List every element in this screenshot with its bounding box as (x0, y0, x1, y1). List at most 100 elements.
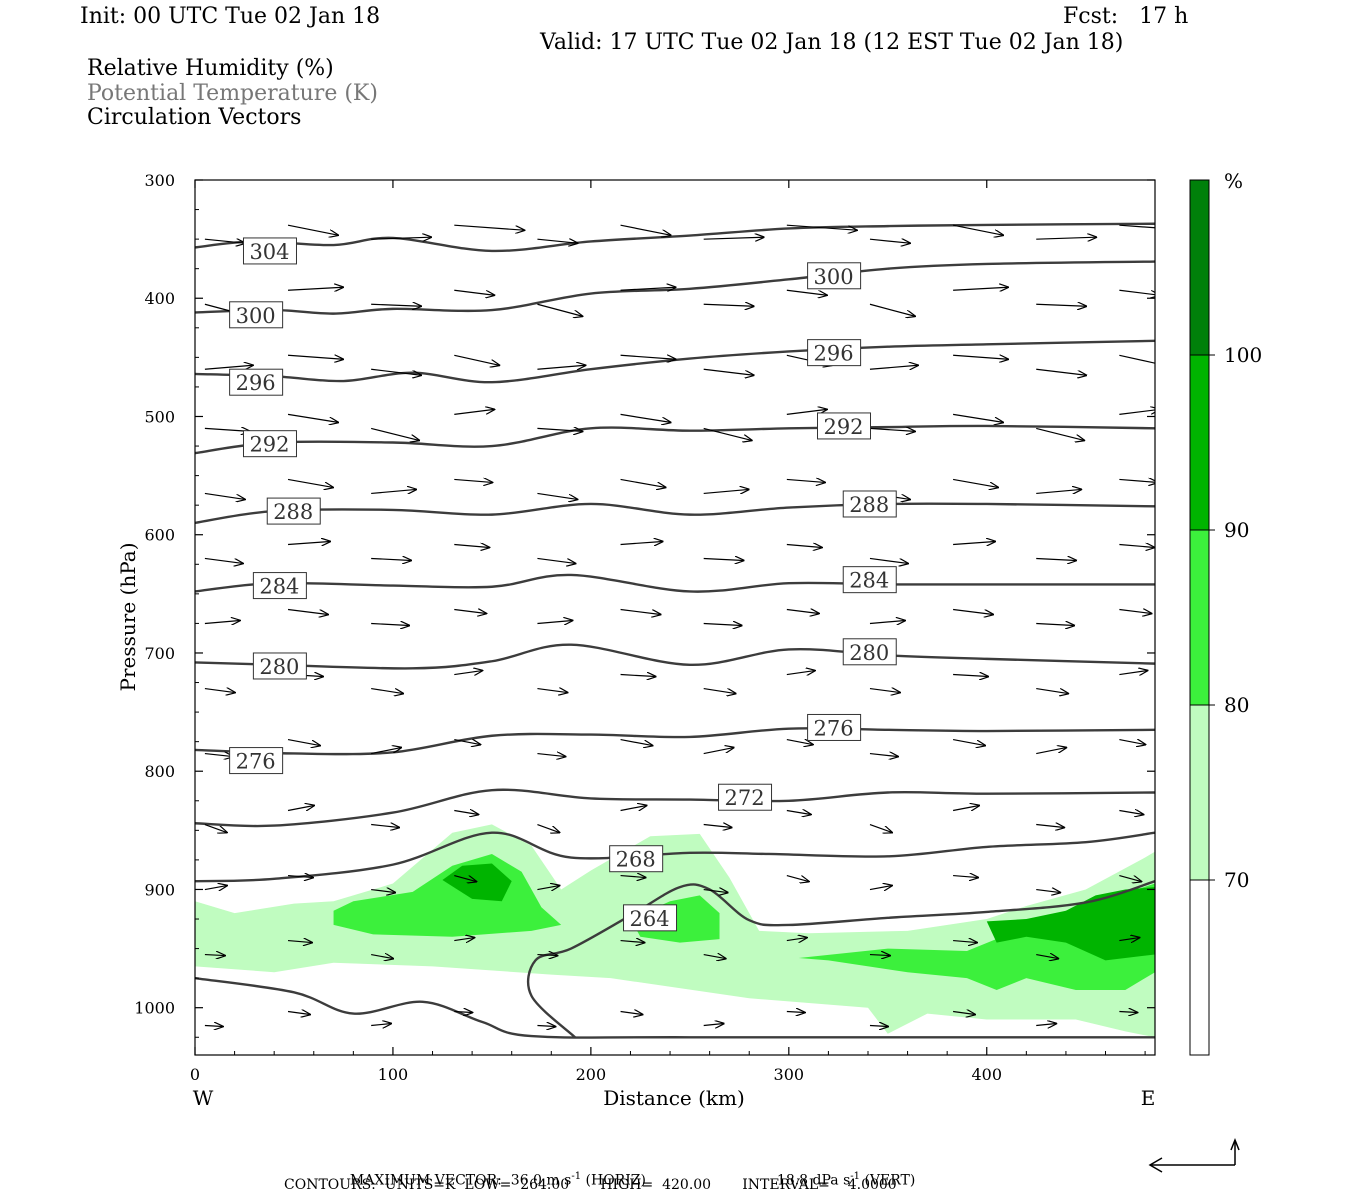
vector-arrow-39 (454, 409, 494, 415)
vector-arrow-67 (786, 544, 822, 547)
contour-label-text: 276 (814, 716, 854, 740)
init-time: Init: 00 UTC Tue 02 Jan 18 (80, 4, 381, 29)
vector-arrow-132 (204, 955, 225, 956)
vector-arrow-102 (703, 748, 734, 755)
contour-label-text: 300 (814, 265, 854, 289)
y-tick-label-400: 400 (144, 289, 175, 308)
vector-arrow-0 (204, 239, 245, 243)
vector-arrow-69 (953, 541, 995, 544)
vector-arrow-58 (1036, 489, 1081, 493)
legend-relative-humidity: Relative Humidity (%) (87, 56, 334, 81)
vector-arrow-119 (1119, 811, 1143, 815)
horiz-exponent: -1 (571, 1171, 582, 1182)
contour-label-292: 292 (242, 430, 297, 458)
vector-arrow-62 (371, 558, 411, 560)
y-tick-label-800: 800 (144, 762, 175, 781)
vector-arrow-9 (952, 224, 1003, 235)
vector-arrow-24 (204, 365, 253, 369)
legend-circulation-vectors: Circulation Vectors (87, 105, 302, 130)
vector-arrow-154 (1036, 1024, 1056, 1026)
vector-arrow-21 (953, 287, 1008, 290)
x-tick-label-100: 100 (378, 1065, 409, 1084)
x-axis-east-label: E (1141, 1086, 1156, 1110)
max-vector-horiz-tag: (HORIZ) (585, 1172, 646, 1189)
vector-arrow-10 (1036, 237, 1096, 239)
vector-arrow-133 (287, 941, 312, 943)
vector-arrow-45 (953, 413, 1003, 422)
y-axis-title: Pressure (hPa) (116, 543, 140, 692)
vector-arrow-68 (869, 557, 908, 563)
colorbar-segment-below-70 (1190, 880, 1209, 1055)
y-tick-label-300: 300 (144, 171, 175, 190)
contour-label-300: 300 (229, 301, 284, 329)
contour-label-304: 304 (242, 237, 297, 265)
colorbar-unit: % (1224, 169, 1243, 193)
contour-label-text: 280 (259, 655, 299, 679)
colorbar-segment-70 (1190, 705, 1209, 880)
vector-arrow-42 (703, 427, 752, 440)
vector-arrow-13 (287, 287, 343, 290)
vector-arrow-32 (869, 365, 918, 369)
x-axis-west-label: W (193, 1086, 214, 1110)
contour-label-text: 304 (249, 240, 289, 264)
vector-arrow-55 (786, 479, 825, 482)
vector-arrow-25 (287, 355, 343, 359)
reference-vector-icon (1148, 1137, 1240, 1173)
vert-exponent: -1 (850, 1171, 861, 1182)
contour-label-text: 280 (849, 641, 889, 665)
vector-arrow-144 (204, 1026, 223, 1027)
y-tick-label-500: 500 (144, 407, 175, 426)
vector-arrow-105 (952, 738, 985, 746)
vector-arrow-11 (1119, 224, 1155, 229)
contour-label-text: 288 (273, 500, 313, 524)
vector-arrow-51 (454, 479, 492, 482)
vector-arrow-87 (454, 671, 482, 675)
vector-arrow-90 (703, 687, 736, 694)
vector-arrow-49 (287, 478, 333, 487)
vector-arrow-61 (287, 541, 330, 544)
max-vector-vert-line: 18.8 dPa s-1 (VERT) (768, 1158, 915, 1188)
contour-label-text: 284 (849, 569, 889, 593)
vector-arrow-117 (952, 806, 979, 811)
vector-arrow-35 (1119, 354, 1155, 365)
vector-arrow-16 (537, 303, 582, 316)
vector-arrow-93 (953, 675, 988, 677)
vector-arrow-41 (620, 413, 671, 422)
contour-label-268: 268 (609, 845, 664, 873)
contour-label-284: 284 (842, 566, 897, 594)
max-vector-vert: 18.8 dPa s (776, 1172, 851, 1189)
vector-arrow-5 (620, 224, 671, 235)
vector-arrow-94 (1036, 687, 1068, 694)
colorbar-label-80: 80 (1224, 693, 1249, 717)
vector-arrow-135 (454, 938, 474, 941)
vector-arrow-47 (1119, 409, 1155, 415)
vector-arrow-125 (620, 876, 646, 878)
vector-arrow-81 (953, 608, 993, 615)
rh-region-90-5 (986, 887, 1155, 961)
vector-arrow-104 (869, 754, 898, 757)
theta-contour-296-3 (195, 339, 1155, 384)
contour-label-text: 288 (849, 493, 889, 517)
vector-arrow-108 (204, 823, 227, 833)
theta-contour-surface-18 (195, 976, 1155, 1039)
vector-arrow-3 (454, 224, 524, 230)
contour-label-text: 292 (823, 415, 863, 439)
theta-contour-284-9 (195, 573, 1155, 593)
vector-arrow-147 (454, 1012, 472, 1013)
colorbar-segment-100 (1190, 180, 1209, 355)
vector-arrow-65 (620, 541, 663, 544)
vector-arrow-63 (454, 544, 489, 547)
colorbar-frame (1189, 179, 1210, 1056)
vector-arrow-150 (703, 1024, 724, 1026)
vector-arrow-48 (204, 492, 245, 499)
vector-arrow-14 (371, 304, 421, 306)
vector-arrow-53 (620, 478, 666, 487)
vector-arrow-72 (204, 621, 240, 624)
contours-info: CONTOURS: UNITS=K LOW= 264.00 HIGH= 420.… (284, 1177, 897, 1193)
vector-arrow-29 (620, 355, 676, 359)
contour-label-text: 292 (249, 433, 289, 457)
vector-arrow-131 (1119, 874, 1141, 882)
vector-arrow-96 (204, 754, 233, 757)
vector-arrow-116 (869, 823, 892, 833)
